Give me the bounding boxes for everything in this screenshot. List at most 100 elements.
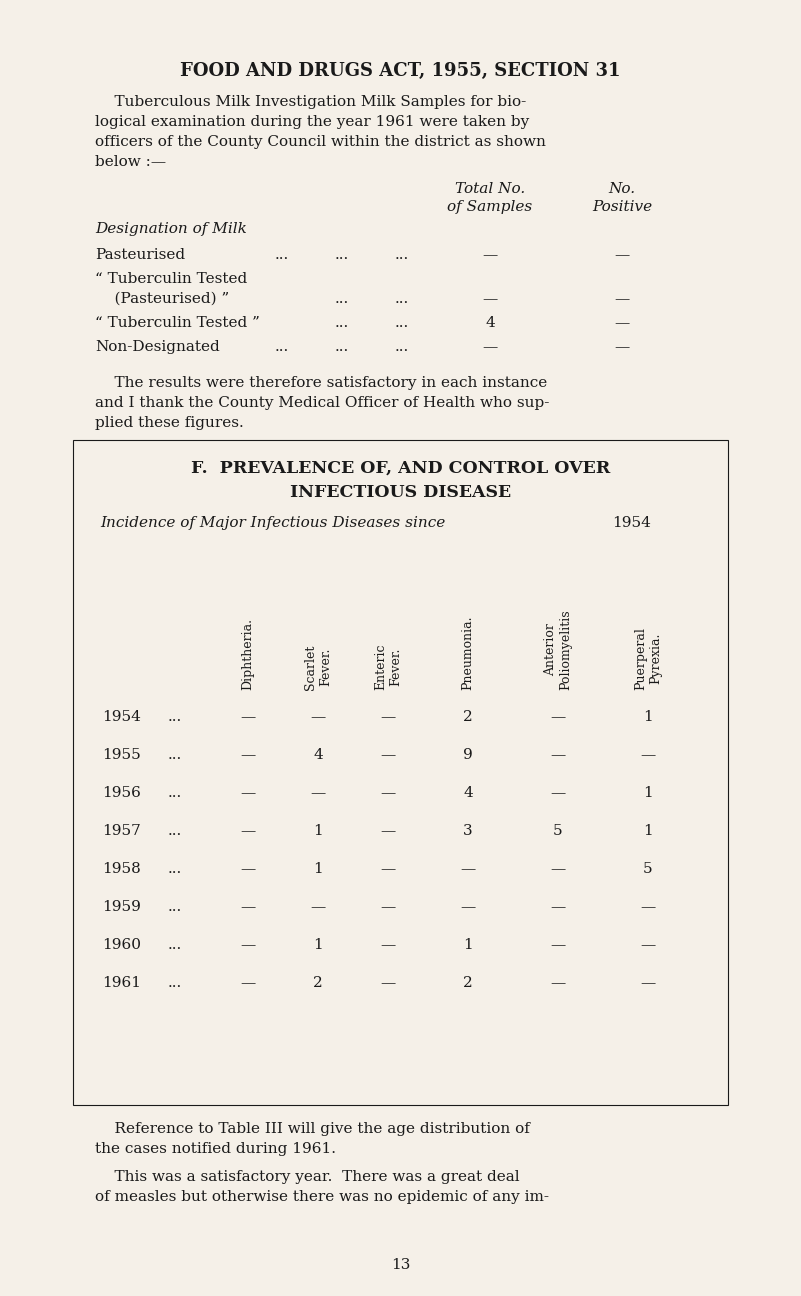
Text: of measles but otherwise there was no epidemic of any im-: of measles but otherwise there was no ep… (95, 1190, 549, 1204)
Text: ...: ... (335, 292, 349, 306)
Text: —: — (240, 976, 256, 990)
Text: This was a satisfactory year.  There was a great deal: This was a satisfactory year. There was … (95, 1170, 520, 1185)
Text: 1: 1 (313, 824, 323, 839)
Text: the cases notified during 1961.: the cases notified during 1961. (95, 1142, 336, 1156)
Text: Positive: Positive (592, 200, 652, 214)
Text: —: — (614, 340, 630, 354)
Text: Total No.: Total No. (455, 181, 525, 196)
Text: ...: ... (168, 785, 183, 800)
Text: —: — (380, 785, 396, 800)
Text: ...: ... (168, 710, 183, 724)
Text: —: — (380, 976, 396, 990)
Text: below :—: below :— (95, 156, 166, 168)
Text: 1: 1 (643, 710, 653, 724)
Text: 1: 1 (643, 824, 653, 839)
Text: 13: 13 (391, 1258, 410, 1271)
Text: 1956: 1956 (102, 785, 141, 800)
Text: ...: ... (335, 316, 349, 330)
Text: Scarlet
Fever.: Scarlet Fever. (304, 644, 332, 689)
Text: (Pasteurised) ”: (Pasteurised) ” (95, 292, 229, 306)
Text: 2: 2 (463, 710, 473, 724)
Text: “ Tuberculin Tested: “ Tuberculin Tested (95, 272, 248, 286)
Text: —: — (310, 710, 326, 724)
Text: —: — (614, 316, 630, 330)
Text: “ Tuberculin Tested ”: “ Tuberculin Tested ” (95, 316, 260, 330)
Text: 2: 2 (313, 976, 323, 990)
Text: —: — (550, 976, 566, 990)
Text: 1961: 1961 (102, 976, 141, 990)
Text: —: — (380, 748, 396, 762)
Text: —: — (310, 785, 326, 800)
Text: —: — (240, 785, 256, 800)
Text: —: — (310, 899, 326, 914)
Text: of Samples: of Samples (448, 200, 533, 214)
Text: —: — (380, 824, 396, 839)
Text: —: — (550, 938, 566, 953)
Text: —: — (240, 862, 256, 876)
Text: ...: ... (168, 748, 183, 762)
Text: —: — (550, 862, 566, 876)
Text: —: — (240, 748, 256, 762)
Text: ...: ... (275, 340, 289, 354)
Text: ...: ... (168, 899, 183, 914)
Text: 4: 4 (463, 785, 473, 800)
Text: Non-Designated: Non-Designated (95, 340, 219, 354)
Text: 1958: 1958 (102, 862, 141, 876)
Text: 1: 1 (643, 785, 653, 800)
Text: —: — (640, 938, 656, 953)
Text: —: — (640, 748, 656, 762)
Text: —: — (380, 899, 396, 914)
Text: 4: 4 (313, 748, 323, 762)
Text: Pasteurised: Pasteurised (95, 248, 185, 262)
Text: 1959: 1959 (102, 899, 141, 914)
Text: —: — (482, 248, 497, 262)
Text: 1954: 1954 (612, 516, 651, 530)
Text: Diphtheria.: Diphtheria. (241, 618, 255, 689)
Text: 1954: 1954 (102, 710, 141, 724)
Text: 1: 1 (313, 862, 323, 876)
Text: ...: ... (395, 248, 409, 262)
Text: 1: 1 (463, 938, 473, 953)
Text: ...: ... (335, 340, 349, 354)
Text: ...: ... (395, 316, 409, 330)
Text: —: — (640, 976, 656, 990)
Text: 1955: 1955 (102, 748, 141, 762)
Text: —: — (461, 862, 476, 876)
Text: Reference to Table III will give the age distribution of: Reference to Table III will give the age… (95, 1122, 530, 1137)
Text: logical examination during the year 1961 were taken by: logical examination during the year 1961… (95, 115, 529, 130)
Text: —: — (614, 292, 630, 306)
Text: and I thank the County Medical Officer of Health who sup-: and I thank the County Medical Officer o… (95, 397, 549, 410)
Text: —: — (550, 710, 566, 724)
Text: 3: 3 (463, 824, 473, 839)
Text: ...: ... (168, 824, 183, 839)
Text: —: — (380, 710, 396, 724)
Text: 1957: 1957 (102, 824, 141, 839)
Text: Tuberculous Milk Investigation Milk Samples for bio-: Tuberculous Milk Investigation Milk Samp… (95, 95, 526, 109)
Text: INFECTIOUS DISEASE: INFECTIOUS DISEASE (290, 483, 511, 502)
Text: ...: ... (168, 938, 183, 953)
Text: 4: 4 (485, 316, 495, 330)
Text: No.: No. (609, 181, 635, 196)
Text: 5: 5 (553, 824, 563, 839)
Text: F.  PREVALENCE OF, AND CONTROL OVER: F. PREVALENCE OF, AND CONTROL OVER (191, 460, 610, 477)
Text: FOOD AND DRUGS ACT, 1955, SECTION 31: FOOD AND DRUGS ACT, 1955, SECTION 31 (180, 62, 621, 80)
Text: 5: 5 (643, 862, 653, 876)
Text: —: — (240, 824, 256, 839)
Text: Enteric
Fever.: Enteric Fever. (374, 644, 402, 689)
Text: —: — (550, 899, 566, 914)
Text: plied these figures.: plied these figures. (95, 416, 244, 430)
Text: —: — (461, 899, 476, 914)
Text: —: — (614, 248, 630, 262)
Text: ...: ... (395, 340, 409, 354)
Text: ...: ... (168, 862, 183, 876)
Text: Pneumonia.: Pneumonia. (461, 616, 474, 689)
Bar (73, 441, 728, 1105)
Text: officers of the County Council within the district as shown: officers of the County Council within th… (95, 135, 545, 149)
Text: —: — (640, 899, 656, 914)
Text: —: — (240, 710, 256, 724)
Text: Incidence of Major Infectious Diseases since: Incidence of Major Infectious Diseases s… (100, 516, 450, 530)
Text: Designation of Milk: Designation of Milk (95, 222, 247, 236)
Text: Puerperal
Pyrexia.: Puerperal Pyrexia. (634, 627, 662, 689)
Text: The results were therefore satisfactory in each instance: The results were therefore satisfactory … (95, 376, 547, 390)
Text: 9: 9 (463, 748, 473, 762)
